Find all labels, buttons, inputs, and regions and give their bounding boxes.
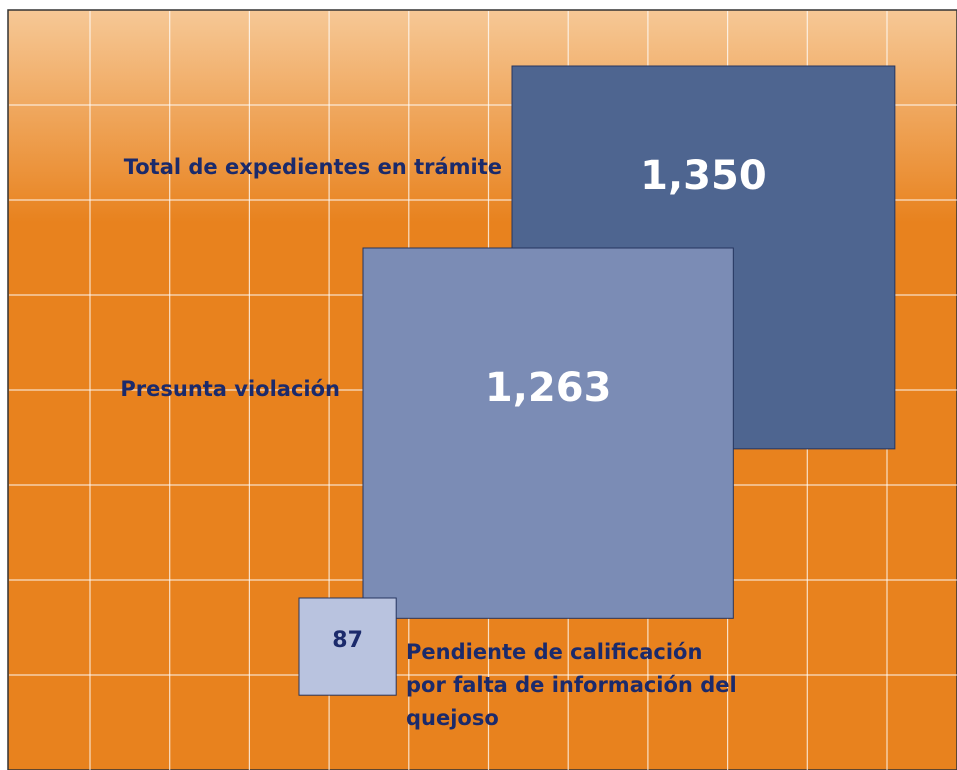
category-label: Total de expedientes en trámite xyxy=(124,155,502,179)
category-label: Presunta violación xyxy=(120,377,340,401)
value-label: 87 xyxy=(332,628,363,653)
value-label: 1,263 xyxy=(485,365,612,411)
marks: 1,350 1,263 87 xyxy=(298,65,896,696)
value-label: 1,350 xyxy=(640,153,767,199)
square xyxy=(298,597,397,696)
category-label: Pendiente de calificación por falta de i… xyxy=(406,640,737,730)
square xyxy=(362,247,734,619)
